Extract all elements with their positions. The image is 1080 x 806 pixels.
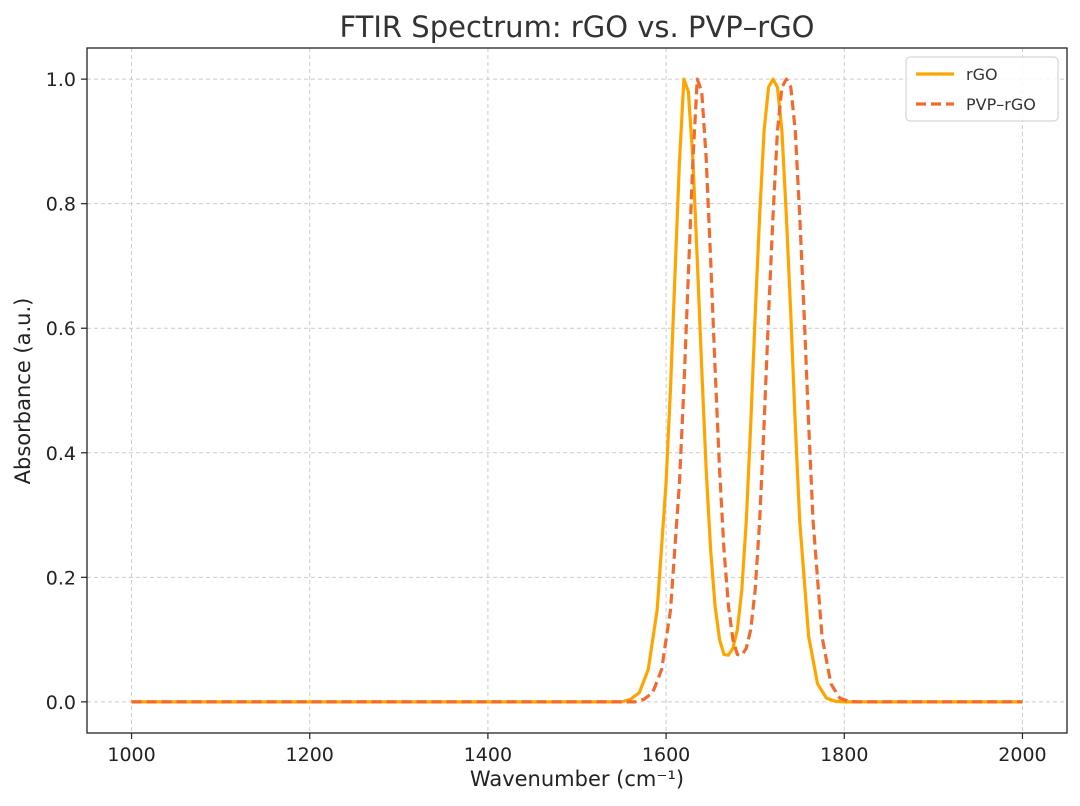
x-tick-label-1800: 1800 [820, 744, 868, 766]
x-tick-label-1000: 1000 [107, 744, 155, 766]
grid-layer [87, 48, 1067, 733]
x-axis-label: Wavenumber (cm⁻¹) [470, 767, 684, 791]
x-tick-label-2000: 2000 [998, 744, 1046, 766]
series-line-rgo [131, 77, 1023, 704]
y-tick-label-0.6: 0.6 [46, 318, 76, 340]
x-tick-label-1400: 1400 [464, 744, 512, 766]
plot-frame [86, 47, 1068, 734]
axes-layer: 1000 1200 1400 1600 1800 2000 0.0 0.2 0.4 0.6 0.8 1… [46, 47, 1068, 766]
x-tick-label-1200: 1200 [286, 744, 334, 766]
series-line-pvp-rgo [131, 77, 1023, 704]
y-tick-label-0.8: 0.8 [46, 194, 76, 216]
y-tick-label-0.2: 0.2 [46, 567, 76, 589]
x-tick-label-1600: 1600 [642, 744, 690, 766]
legend: rGO PVP–rGO [905, 56, 1059, 122]
y-tick-label-0.0: 0.0 [46, 692, 76, 714]
chart-title: FTIR Spectrum: rGO vs. PVP–rGO [339, 10, 814, 44]
legend-label-pvp-rgo: PVP–rGO [966, 95, 1036, 114]
y-tick-label-1.0: 1.0 [46, 69, 76, 91]
legend-label-rgo: rGO [966, 65, 998, 84]
y-tick-label-0.4: 0.4 [46, 443, 76, 465]
series-layer [131, 77, 1023, 704]
y-axis-label: Absorbance (a.u.) [11, 298, 35, 485]
